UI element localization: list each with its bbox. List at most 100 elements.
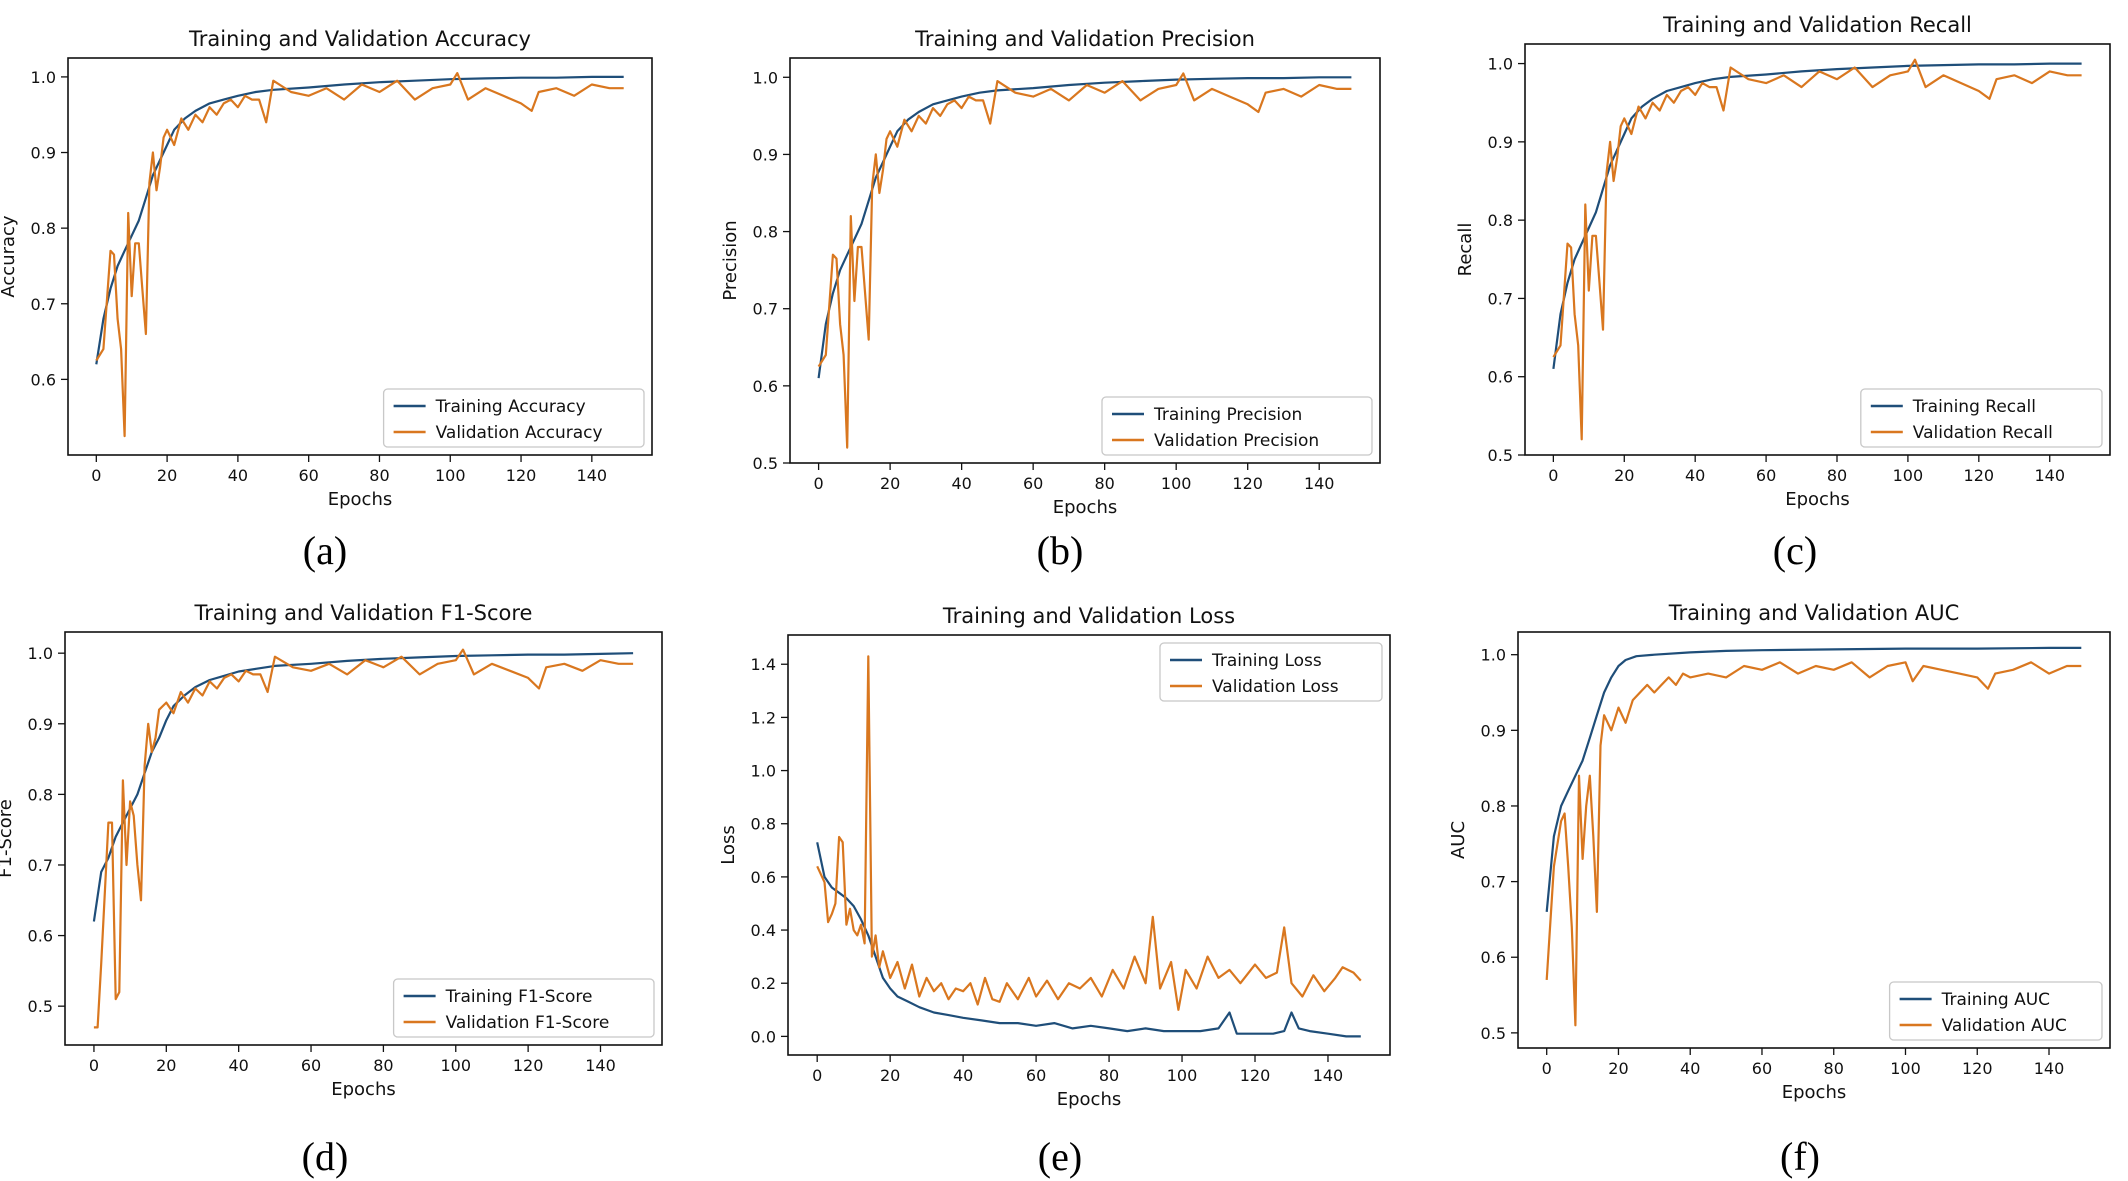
x-tick-label: 20 xyxy=(1614,466,1634,485)
y-tick-label: 0.7 xyxy=(31,295,56,314)
y-tick-label: 1.2 xyxy=(751,708,776,727)
x-axis-label: Epochs xyxy=(1785,489,1850,510)
x-tick-label: 120 xyxy=(506,466,537,485)
x-tick-label: 140 xyxy=(585,1056,616,1075)
x-tick-label: 0 xyxy=(812,1066,822,1085)
panel-label: (b) xyxy=(1037,528,1084,573)
x-tick-label: 80 xyxy=(1094,474,1114,493)
panel-label: (c) xyxy=(1773,528,1817,573)
y-axis-label: AUC xyxy=(1448,821,1469,859)
x-tick-label: 40 xyxy=(951,474,971,493)
x-tick-label: 60 xyxy=(1023,474,1043,493)
y-axis-label: Loss xyxy=(718,825,739,864)
series-line-training xyxy=(817,76,1352,379)
y-tick-label: 0.6 xyxy=(753,377,778,396)
plot-frame xyxy=(67,57,653,456)
y-tick-label: 0.0 xyxy=(751,1027,776,1046)
x-tick-label: 100 xyxy=(440,1056,471,1075)
legend: Training Loss Validation Loss xyxy=(1159,642,1383,702)
x-tick-label: 40 xyxy=(953,1066,973,1085)
x-tick-label: 60 xyxy=(298,466,318,485)
series-line-training xyxy=(1545,646,2082,913)
y-tick-label: 0.9 xyxy=(28,715,53,734)
x-tick-label: 0 xyxy=(91,466,101,485)
x-tick-label: 40 xyxy=(1685,466,1705,485)
y-tick-label: 0.8 xyxy=(31,219,56,238)
x-tick-label: 60 xyxy=(1752,1059,1772,1078)
legend-entry-validation: Validation Loss xyxy=(1212,677,1339,697)
y-tick-label: 0.9 xyxy=(753,145,778,164)
x-tick-label: 140 xyxy=(2034,466,2065,485)
plot-frame xyxy=(1524,43,2111,456)
y-tick-label: 1.0 xyxy=(1481,646,1506,665)
x-axis-label: Epochs xyxy=(1782,1082,1847,1103)
series-line-validation xyxy=(817,72,1352,449)
x-tick-label: 80 xyxy=(1827,466,1847,485)
x-tick-label: 60 xyxy=(1026,1066,1046,1085)
x-axis-label: Epochs xyxy=(331,1079,396,1100)
x-tick-label: 140 xyxy=(577,466,608,485)
y-axis-label: Precision xyxy=(720,220,741,300)
series-line-validation xyxy=(1545,661,2082,1027)
legend-entry-validation: Validation Recall xyxy=(1913,423,2053,443)
chart-title: Training and Validation Precision xyxy=(914,27,1255,51)
series-line-training xyxy=(816,842,1361,1038)
x-tick-label: 140 xyxy=(1313,1066,1344,1085)
plot-frame xyxy=(789,57,1381,464)
panel-label: (e) xyxy=(1038,1134,1082,1179)
legend-entry-training: Training Precision xyxy=(1153,405,1302,425)
x-tick-label: 80 xyxy=(369,466,389,485)
y-axis-label: Accuracy xyxy=(0,215,19,298)
x-tick-label: 120 xyxy=(1232,474,1263,493)
legend-box xyxy=(1159,642,1383,702)
plot-frame xyxy=(1517,631,2111,1049)
series-line-validation xyxy=(93,648,634,1029)
x-tick-label: 100 xyxy=(1890,1059,1921,1078)
x-tick-label: 120 xyxy=(513,1056,544,1075)
y-tick-label: 0.5 xyxy=(1481,1024,1506,1043)
series-line-validation xyxy=(95,72,624,438)
legend-box xyxy=(382,388,645,448)
x-tick-label: 0 xyxy=(814,474,824,493)
x-tick-label: 40 xyxy=(228,1056,248,1075)
x-tick-label: 20 xyxy=(1608,1059,1628,1078)
x-tick-label: 120 xyxy=(1962,1059,1993,1078)
y-tick-label: 0.4 xyxy=(751,921,776,940)
x-tick-label: 60 xyxy=(301,1056,321,1075)
y-tick-label: 0.6 xyxy=(1481,948,1506,967)
chart-title: Training and Validation F1-Score xyxy=(194,601,533,625)
series-line-validation xyxy=(1552,58,2082,441)
legend: Training Accuracy Validation Accuracy xyxy=(382,388,645,448)
x-tick-label: 60 xyxy=(1756,466,1776,485)
x-tick-label: 140 xyxy=(2034,1059,2065,1078)
x-tick-label: 80 xyxy=(1099,1066,1119,1085)
x-axis-label: Epochs xyxy=(328,489,393,510)
series-line-validation xyxy=(816,655,1362,1011)
y-tick-label: 0.7 xyxy=(1488,289,1513,308)
chart-panel-4: Training and Validation F1-Score 0 20 40 60 8… xyxy=(0,601,663,1179)
chart-title: Training and Validation AUC xyxy=(1668,601,1960,625)
chart-panel-5: Training and Validation Loss 0 20 40 60 80 100… xyxy=(718,604,1391,1179)
y-axis-label: Recall xyxy=(1455,223,1476,277)
legend-entry-validation: Validation F1-Score xyxy=(446,1013,610,1033)
legend-entry-training: Training Loss xyxy=(1211,651,1322,671)
legend-box xyxy=(392,978,655,1038)
y-tick-label: 0.8 xyxy=(751,815,776,834)
panel-label: (f) xyxy=(1780,1134,1820,1179)
y-tick-label: 0.6 xyxy=(28,927,53,946)
chart-panel-2: Training and Validation Precision 0 20 40 60… xyxy=(720,27,1381,573)
y-tick-label: 0.6 xyxy=(1488,368,1513,387)
y-tick-label: 0.2 xyxy=(751,974,776,993)
panel-label: (d) xyxy=(302,1134,349,1179)
legend-box xyxy=(1101,396,1373,456)
y-tick-label: 1.0 xyxy=(31,68,56,87)
legend: Training Recall Validation Recall xyxy=(1860,388,2103,448)
y-tick-label: 0.9 xyxy=(31,144,56,163)
legend-entry-validation: Validation Precision xyxy=(1154,431,1319,451)
legend: Training AUC Validation AUC xyxy=(1888,981,2103,1041)
x-tick-label: 120 xyxy=(1964,466,1995,485)
y-axis-label: F1-Score xyxy=(0,799,16,878)
legend-box xyxy=(1888,981,2103,1041)
series-line-training xyxy=(92,652,634,922)
series-line-training xyxy=(95,75,624,365)
